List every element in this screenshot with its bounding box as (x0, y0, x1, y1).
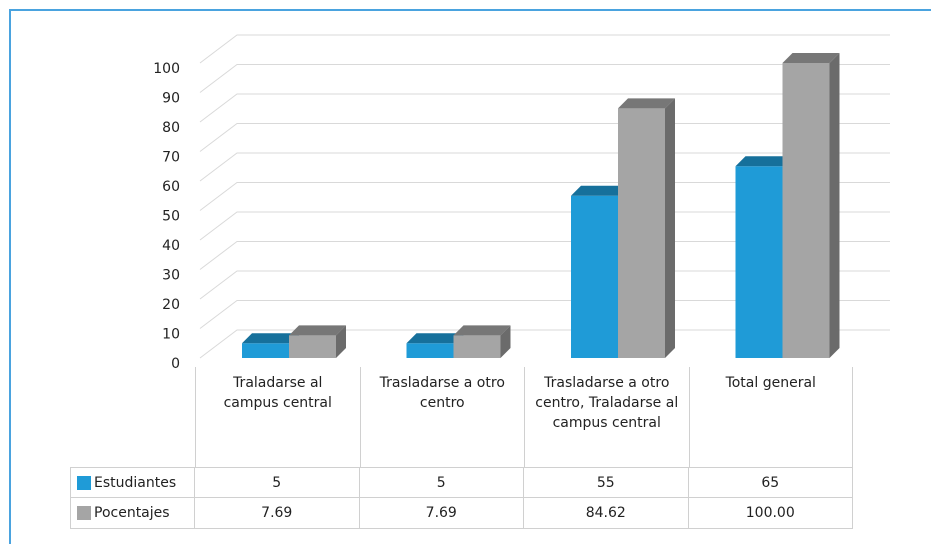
bar-side (829, 53, 840, 358)
bar-top (618, 98, 675, 109)
bar-top (242, 333, 299, 344)
category-label: Trasladarse a otro centro, Traladarse al… (524, 367, 689, 467)
bar-top (571, 185, 628, 196)
grid-line (199, 64, 890, 93)
bar-side (665, 98, 675, 358)
table-value: 65 (688, 467, 853, 498)
bar-side (500, 325, 511, 358)
y-tick-label: 70 (162, 150, 180, 166)
y-tick-label: 20 (162, 297, 180, 313)
legend-label: Pocentajes (94, 505, 170, 521)
bar (242, 343, 289, 358)
y-tick-label: 30 (162, 268, 180, 284)
frame (9, 9, 931, 544)
legend-label: Estudiantes (94, 474, 177, 491)
bar (571, 195, 618, 358)
table-value: 5 (359, 467, 524, 498)
y-tick-label: 60 (162, 179, 180, 195)
legend-entry: Pocentajes (70, 498, 195, 529)
category-label: Total general (688, 367, 853, 467)
table-value: 100.00 (688, 498, 853, 529)
y-tick-label: 90 (162, 91, 180, 107)
grid-line (199, 34, 890, 64)
bar-top (289, 325, 346, 336)
bar-top (735, 156, 793, 167)
bar (453, 335, 501, 358)
table-value: 5 (195, 467, 360, 498)
category-label: Trasladarse a otro centro (359, 367, 525, 467)
table-value: 55 (524, 467, 689, 498)
bar-top (406, 333, 464, 344)
bar-side (336, 325, 346, 358)
bar (289, 335, 336, 358)
y-tick-label: 40 (162, 238, 180, 254)
legend-key (77, 506, 91, 520)
y-tick-label: 50 (162, 209, 180, 225)
y-tick-label: 10 (162, 327, 180, 343)
category-label: Traladarse al campus central (195, 367, 360, 467)
y-tick-label: 0 (171, 356, 180, 372)
bar (735, 166, 783, 358)
legend-entry: Estudiantes (70, 467, 195, 498)
bar-top (453, 325, 511, 336)
bar-top (782, 53, 840, 63)
bar (406, 343, 454, 358)
table-value: 7.69 (359, 498, 524, 529)
table-value: 7.69 (195, 498, 360, 529)
table-value: 84.62 (524, 498, 689, 529)
bar (618, 108, 665, 358)
y-tick-label: 80 (162, 120, 180, 136)
legend-key (77, 475, 91, 490)
grid-line (199, 93, 890, 123)
bar (782, 63, 830, 358)
y-tick-label: 100 (153, 61, 180, 77)
